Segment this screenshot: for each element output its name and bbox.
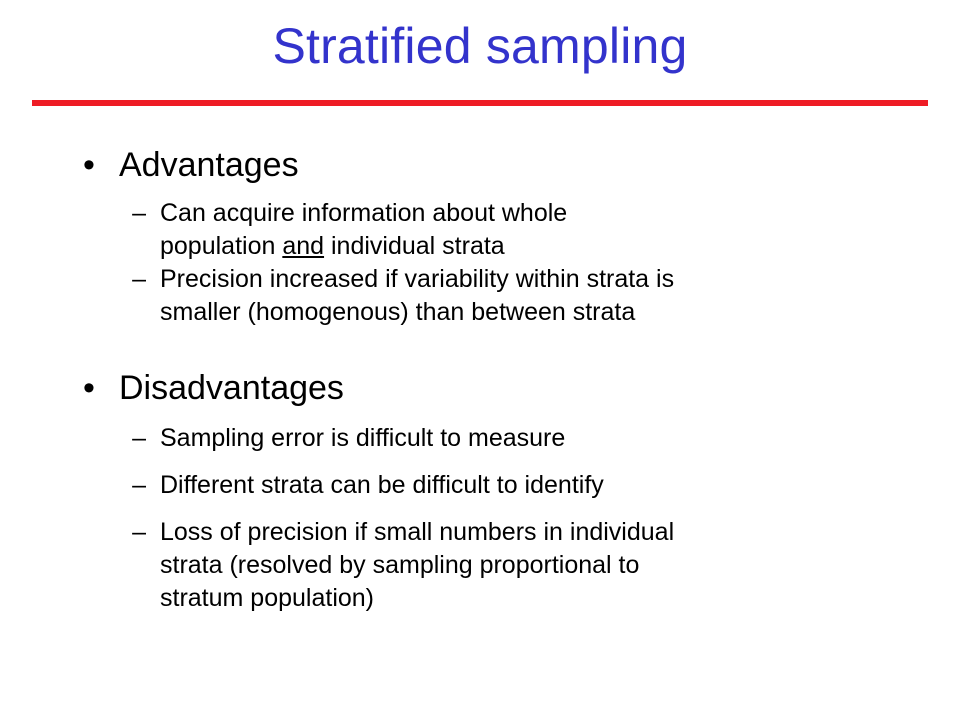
list-item-line: Precision increased if variability withi… [160, 265, 674, 293]
list-item: – Loss of precision if small numbers in … [83, 516, 903, 615]
list-item: – Precision increased if variability wit… [83, 263, 903, 329]
advantages-heading-text: Advantages [119, 146, 299, 184]
dash-icon: – [132, 469, 146, 502]
advantages-list: – Can acquire information about whole po… [83, 197, 903, 329]
list-item-line: population [160, 232, 282, 260]
slide-title: Stratified sampling [0, 16, 960, 76]
list-item-line: Different strata can be difficult to ide… [160, 471, 604, 499]
advantages-heading: • Advantages [83, 143, 903, 187]
list-item: – Different strata can be difficult to i… [83, 469, 903, 502]
list-item: – Can acquire information about whole po… [83, 197, 903, 263]
dash-icon: – [132, 516, 146, 549]
dash-icon: – [132, 197, 146, 230]
title-divider [32, 100, 928, 106]
list-item-line: stratum population) [160, 584, 374, 612]
list-item-line: strata (resolved by sampling proportiona… [160, 551, 639, 579]
bullet-icon: • [83, 143, 107, 187]
list-item-line: Can acquire information about whole [160, 199, 567, 227]
disadvantages-list: – Sampling error is difficult to measure… [83, 422, 903, 615]
advantages-section: • Advantages – Can acquire information a… [83, 143, 903, 329]
list-item-line: individual strata [324, 232, 505, 260]
disadvantages-heading-text: Disadvantages [119, 369, 344, 407]
list-item-line: Sampling error is difficult to measure [160, 424, 565, 452]
bullet-icon: • [83, 366, 107, 410]
underlined-word: and [282, 232, 324, 260]
list-item-line: smaller (homogenous) than between strata [160, 298, 635, 326]
dash-icon: – [132, 422, 146, 455]
list-item: – Sampling error is difficult to measure [83, 422, 903, 455]
dash-icon: – [132, 263, 146, 296]
list-item-line: Loss of precision if small numbers in in… [160, 518, 674, 546]
disadvantages-heading: • Disadvantages [83, 366, 903, 410]
disadvantages-section: • Disadvantages – Sampling error is diff… [83, 366, 903, 615]
